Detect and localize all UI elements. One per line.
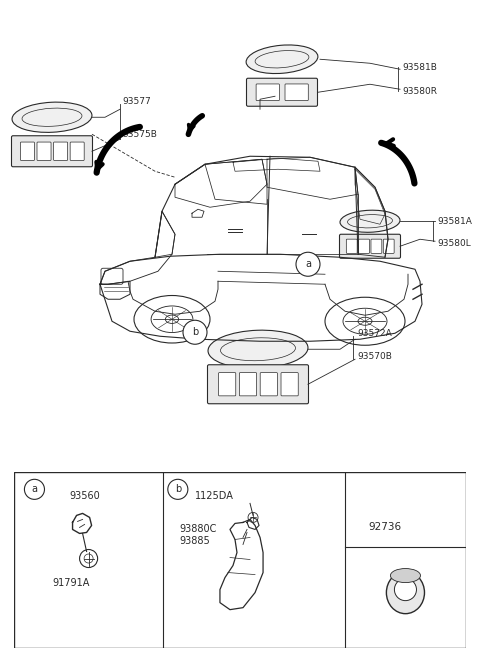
Circle shape <box>183 320 207 345</box>
Text: 93580R: 93580R <box>402 86 437 96</box>
Text: 93572A: 93572A <box>357 329 392 338</box>
FancyBboxPatch shape <box>37 142 51 160</box>
Ellipse shape <box>386 572 424 614</box>
Circle shape <box>24 479 45 499</box>
Ellipse shape <box>208 330 308 368</box>
FancyBboxPatch shape <box>70 142 84 160</box>
FancyBboxPatch shape <box>281 373 298 396</box>
Text: 93560: 93560 <box>70 491 100 501</box>
Ellipse shape <box>246 45 318 73</box>
Text: 91791A: 91791A <box>52 578 90 588</box>
Text: 93577: 93577 <box>122 97 151 106</box>
Circle shape <box>168 479 188 499</box>
FancyBboxPatch shape <box>256 84 279 101</box>
Ellipse shape <box>12 102 92 132</box>
Text: 92736: 92736 <box>369 523 402 533</box>
Ellipse shape <box>165 315 179 324</box>
Circle shape <box>80 550 97 567</box>
Text: b: b <box>175 484 181 495</box>
Text: 93581A: 93581A <box>437 217 472 226</box>
Ellipse shape <box>395 578 417 601</box>
FancyBboxPatch shape <box>359 239 370 253</box>
Text: 93880C: 93880C <box>180 525 217 534</box>
FancyBboxPatch shape <box>339 234 400 258</box>
Text: a: a <box>305 259 311 269</box>
Text: 93570B: 93570B <box>357 352 392 362</box>
FancyBboxPatch shape <box>240 373 257 396</box>
FancyBboxPatch shape <box>12 136 93 167</box>
Text: 93575B: 93575B <box>122 130 157 140</box>
FancyBboxPatch shape <box>285 84 308 101</box>
FancyBboxPatch shape <box>384 239 394 253</box>
Text: 93581B: 93581B <box>402 63 437 72</box>
Circle shape <box>84 554 93 563</box>
Circle shape <box>248 512 258 523</box>
FancyBboxPatch shape <box>247 78 317 106</box>
Ellipse shape <box>390 569 420 582</box>
Text: 1125DA: 1125DA <box>195 491 234 501</box>
FancyBboxPatch shape <box>260 373 277 396</box>
Text: b: b <box>192 328 198 337</box>
Ellipse shape <box>358 317 372 326</box>
FancyBboxPatch shape <box>54 142 68 160</box>
FancyBboxPatch shape <box>21 142 35 160</box>
Circle shape <box>296 252 320 276</box>
FancyBboxPatch shape <box>346 239 357 253</box>
Text: 93885: 93885 <box>180 536 211 546</box>
Text: a: a <box>32 484 37 495</box>
FancyBboxPatch shape <box>371 239 382 253</box>
FancyBboxPatch shape <box>218 373 236 396</box>
Text: 93580L: 93580L <box>437 239 471 248</box>
Ellipse shape <box>340 210 400 233</box>
FancyBboxPatch shape <box>207 365 309 403</box>
